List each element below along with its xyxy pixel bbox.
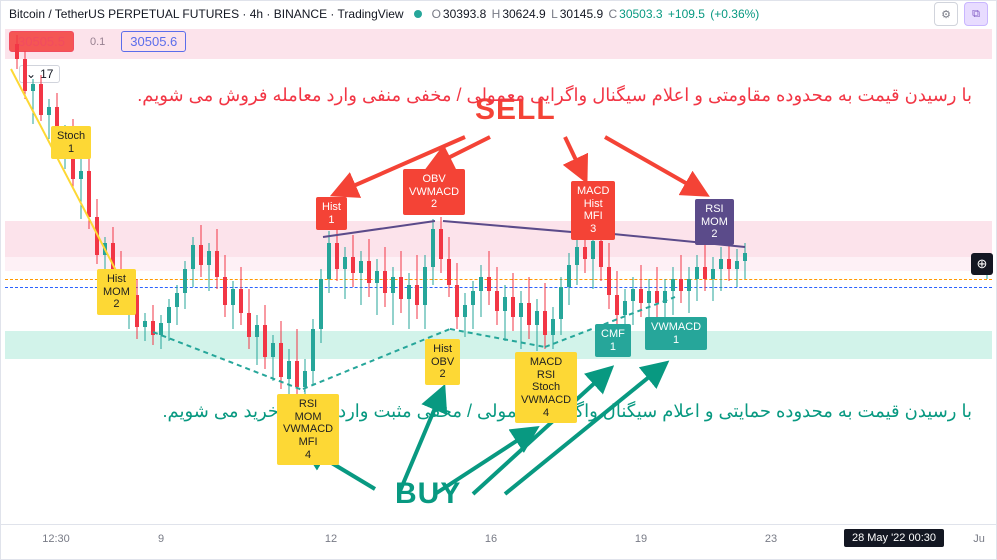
ohlc-readout: O30393.8 H30624.9 L30145.9 C30503.3 +109…: [432, 7, 762, 21]
indicator-box: MACD Hist MFI 3: [571, 181, 615, 240]
indicator-box: RSI MOM 2: [695, 199, 734, 245]
xtick: 9: [158, 533, 164, 545]
buy-label: BUY: [395, 477, 461, 511]
price-plot[interactable]: SELL BUY با رسیدن قیمت به محدوده مقاومتی…: [5, 29, 992, 523]
indicator-box: OBV VWMACD 2: [403, 169, 465, 215]
indicator-box: MACD RSI Stoch VWMACD 4: [515, 352, 577, 423]
time-cursor-stamp: 28 May '22 00:30: [844, 529, 944, 547]
sell-description-fa: با رسیدن قیمت به محدوده مقاومتی و اعلام …: [137, 81, 972, 110]
xtick: 16: [485, 533, 497, 545]
indicator-box: Hist MOM 2: [97, 269, 136, 315]
indicator-box: VWMACD 1: [645, 317, 707, 350]
xtick: 19: [635, 533, 647, 545]
indicator-box: Stoch 1: [51, 126, 91, 159]
symbol-title: Bitcoin / TetherUS PERPETUAL FUTURES · 4…: [9, 7, 404, 21]
chart-header: Bitcoin / TetherUS PERPETUAL FUTURES · 4…: [1, 1, 996, 27]
settings-icon[interactable]: ⚙: [934, 2, 958, 26]
xtick: 23: [765, 533, 777, 545]
indicator-box: RSI MOM VWMACD MFI 4: [277, 394, 339, 465]
time-axis: 12:3091216192326 28 May '22 00:30 Ju: [1, 524, 996, 559]
indicator-box: Hist OBV 2: [425, 339, 460, 385]
xtick: 12:30: [42, 533, 70, 545]
xtick: 12: [325, 533, 337, 545]
tradingview-chart: Bitcoin / TetherUS PERPETUAL FUTURES · 4…: [0, 0, 997, 560]
indicator-box: Hist 1: [316, 197, 347, 230]
indicator-box: CMF 1: [595, 324, 631, 357]
market-status-dot: [414, 10, 422, 18]
crosshair-add-icon[interactable]: ⊕: [971, 253, 993, 275]
camera-icon[interactable]: ⧉: [964, 2, 988, 26]
xtick: Ju: [973, 533, 985, 545]
